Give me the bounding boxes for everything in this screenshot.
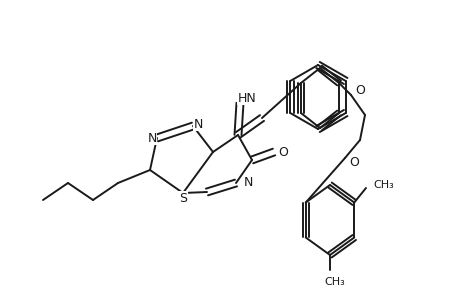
Text: HN: HN: [237, 92, 256, 104]
Text: O: O: [354, 83, 364, 97]
Text: N: N: [243, 176, 252, 190]
Text: N: N: [147, 131, 157, 145]
Text: S: S: [179, 191, 187, 205]
Text: CH₃: CH₃: [324, 277, 345, 287]
Text: O: O: [277, 146, 287, 158]
Text: O: O: [348, 157, 358, 169]
Text: N: N: [193, 118, 202, 130]
Text: CH₃: CH₃: [373, 180, 393, 190]
